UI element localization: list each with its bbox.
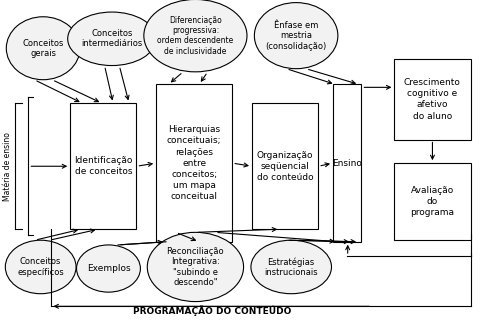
Text: Hierarquias
conceituais;
relações
entre
conceitos;
um mapa
conceitual: Hierarquias conceituais; relações entre … (167, 125, 221, 201)
Text: Identificação
de conceitos: Identificação de conceitos (74, 156, 132, 176)
Ellipse shape (147, 232, 244, 302)
Text: Avaliação
do
programa: Avaliação do programa (411, 186, 454, 217)
Text: Reconciliação
Integrativa:
"subindo e
descendo": Reconciliação Integrativa: "subindo e de… (166, 247, 224, 287)
Text: Conceitos
gerais: Conceitos gerais (22, 39, 64, 58)
Text: Ênfase em
mestria
(consolidação): Ênfase em mestria (consolidação) (265, 21, 327, 51)
Text: Matéria de ensino: Matéria de ensino (3, 132, 12, 201)
Bar (156, 84, 232, 242)
Text: Conceitos
intermediários: Conceitos intermediários (82, 29, 143, 48)
Text: Organização
seqüencial
do conteúdo: Organização seqüencial do conteúdo (257, 151, 313, 182)
Ellipse shape (5, 240, 76, 294)
Bar (394, 59, 470, 139)
Text: Diferenciação
progressiva:
ordem descendente
de inclusividade: Diferenciação progressiva: ordem descend… (157, 16, 234, 56)
Text: Crescimento
cognitivo e
afetivo
do aluno: Crescimento cognitivo e afetivo do aluno (404, 78, 461, 121)
Bar (70, 103, 136, 229)
Ellipse shape (251, 240, 331, 294)
Bar (252, 103, 318, 229)
Ellipse shape (144, 0, 247, 72)
Text: Exemplos: Exemplos (86, 264, 130, 273)
Text: Conceitos
específicos: Conceitos específicos (17, 257, 64, 277)
Ellipse shape (77, 245, 140, 292)
Bar (394, 163, 470, 240)
Ellipse shape (68, 12, 156, 66)
Bar (333, 84, 362, 242)
Ellipse shape (6, 17, 80, 80)
Text: Ensino: Ensino (332, 159, 362, 168)
Text: Estratégias
instrucionais: Estratégias instrucionais (264, 257, 318, 277)
Ellipse shape (254, 3, 338, 69)
Text: PROGRAMAÇÃO DO CONTEÚDO: PROGRAMAÇÃO DO CONTEÚDO (133, 306, 292, 317)
